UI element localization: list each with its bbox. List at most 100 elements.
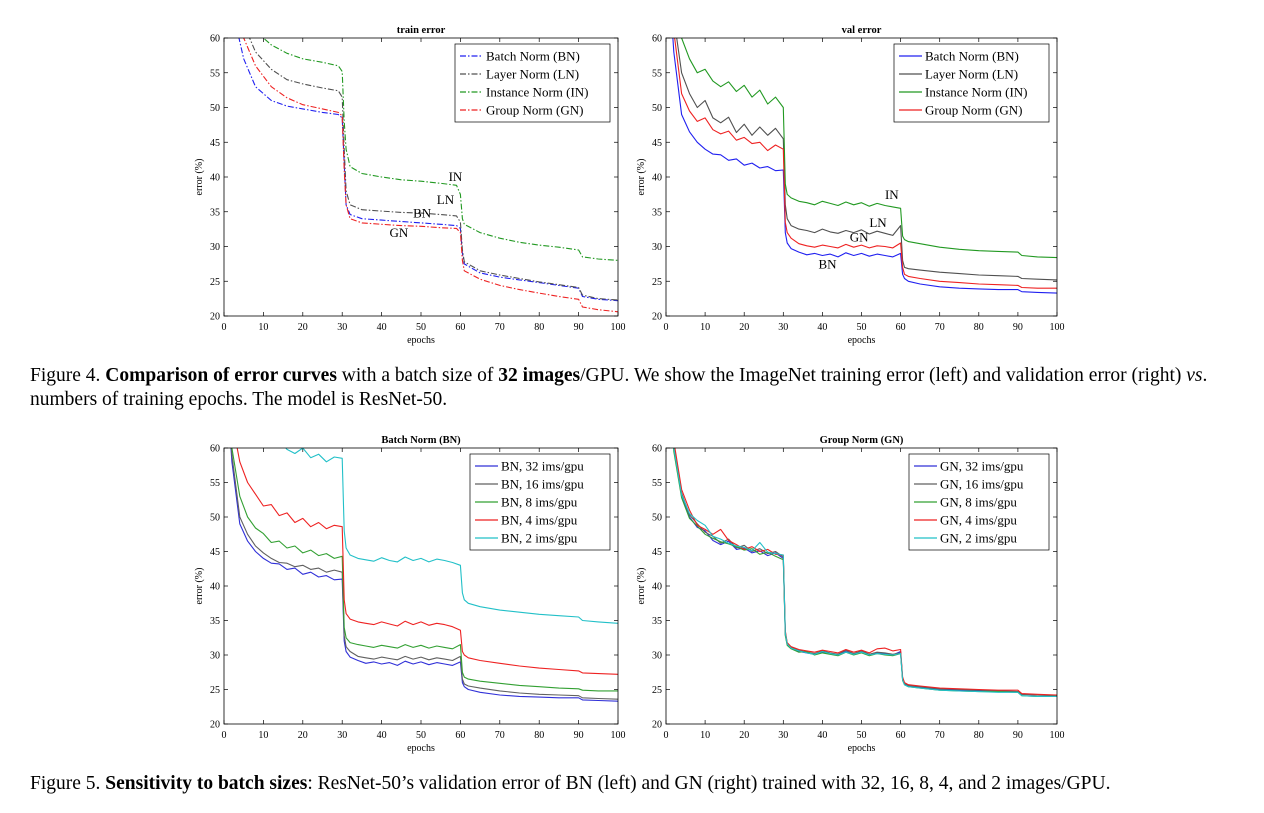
chart-1: val error 0 10 20 30 40 50 60 70 80 90 100 20 25 30 35 4… — [636, 25, 1065, 346]
legend-box — [454, 43, 611, 123]
y-axis-label: error (%) — [636, 568, 647, 605]
chart-title: Batch Norm (BN) — [381, 435, 461, 446]
y-tick-label: 30 — [652, 242, 662, 253]
legend-entry: Batch Norm (BN) — [486, 49, 580, 64]
y-tick-label: 25 — [652, 277, 662, 288]
x-tick-label: 70 — [495, 322, 505, 333]
curve-label-gn: GN — [389, 225, 408, 240]
legend-entry: GN, 8 ims/gpu — [940, 495, 1017, 510]
series-line-ln — [249, 38, 618, 301]
x-tick-label: 80 — [974, 322, 984, 333]
y-tick-label: 45 — [652, 138, 662, 149]
x-tick-label: 90 — [574, 322, 584, 333]
y-tick-label: 35 — [210, 207, 220, 218]
y-tick-label: 50 — [210, 513, 220, 524]
y-axis-label: error (%) — [194, 568, 205, 605]
series-line-bn — [238, 38, 618, 302]
legend-box — [893, 43, 1050, 123]
series-line-in — [681, 38, 1057, 259]
x-tick-label: 20 — [739, 322, 749, 333]
y-tick-label: 20 — [210, 312, 220, 323]
x-tick-label: 60 — [896, 730, 906, 741]
x-tick-label: 50 — [857, 730, 867, 741]
curve-label-ln: LN — [437, 192, 455, 207]
curve-label-gn: GN — [850, 230, 869, 245]
x-tick-label: 50 — [416, 730, 426, 741]
legend-entry: Batch Norm (BN) — [925, 49, 1019, 64]
y-tick-label: 55 — [652, 68, 662, 79]
legend-entry: Instance Norm (IN) — [925, 85, 1028, 100]
y-tick-label: 30 — [652, 651, 662, 662]
x-tick-label: 30 — [778, 730, 788, 741]
y-tick-label: 40 — [210, 173, 220, 184]
chart-2: Batch Norm (BN) 0 10 20 30 40 50 60 70 80 90 100 20 2… — [194, 435, 626, 754]
y-tick-label: 20 — [652, 720, 662, 731]
x-tick-label: 10 — [258, 730, 268, 741]
x-tick-label: 100 — [611, 730, 626, 741]
plot-frame — [223, 447, 619, 725]
legend: BN, 32 ims/gpu BN, 16 ims/gpu BN, 8 ims/gp… — [469, 453, 611, 551]
x-tick-label: 30 — [337, 730, 347, 741]
x-tick-label: 80 — [534, 322, 544, 333]
x-tick-label: 50 — [416, 322, 426, 333]
legend-entry: GN, 2 ims/gpu — [940, 531, 1017, 546]
fig4-caption-mid-1: with a batch size of — [336, 365, 499, 386]
series-line-b4 — [236, 448, 618, 675]
fig4-caption-bold-2: 32 images — [498, 365, 581, 386]
legend-entry: GN, 32 ims/gpu — [940, 459, 1024, 474]
curve-label-ln: LN — [869, 215, 887, 230]
y-tick-label: 20 — [652, 312, 662, 323]
legend: Batch Norm (BN) Layer Norm (LN) Instance N… — [893, 43, 1050, 123]
fig4-caption-suffix: . numbers of training epochs. The model … — [30, 365, 1208, 410]
y-tick-label: 55 — [210, 478, 220, 489]
x-tick-label: 80 — [974, 730, 984, 741]
x-axis-label: epochs — [407, 743, 435, 754]
curve-label-bn: BN — [413, 205, 432, 220]
curve-label-in: IN — [885, 187, 899, 202]
legend-entry: BN, 16 ims/gpu — [501, 477, 584, 492]
plot-frame — [665, 37, 1058, 317]
chart-title: Group Norm (GN) — [820, 435, 904, 446]
x-axis-label: epochs — [848, 743, 876, 754]
y-tick-label: 55 — [210, 68, 220, 79]
chart-title: val error — [842, 25, 882, 36]
y-tick-label: 40 — [652, 173, 662, 184]
series-line-b32 — [230, 448, 618, 702]
fig5-caption-bold: Sensitivity to batch sizes — [105, 773, 308, 794]
fig4-caption-italic: vs — [1186, 365, 1203, 386]
legend-entry: Instance Norm (IN) — [486, 85, 589, 100]
x-tick-label: 0 — [222, 322, 227, 333]
x-tick-label: 90 — [1013, 322, 1023, 333]
x-tick-label: 10 — [700, 730, 710, 741]
series-line-b16 — [673, 448, 1057, 697]
x-axis-label: epochs — [848, 335, 876, 346]
x-tick-label: 20 — [298, 322, 308, 333]
legend-entry: BN, 32 ims/gpu — [501, 459, 584, 474]
y-tick-label: 20 — [210, 720, 220, 731]
legend-entry: Group Norm (GN) — [925, 103, 1022, 118]
legend-entry: BN, 8 ims/gpu — [501, 495, 578, 510]
x-tick-label: 80 — [534, 730, 544, 741]
x-tick-label: 50 — [857, 322, 867, 333]
x-tick-label: 10 — [258, 322, 268, 333]
x-tick-label: 60 — [455, 322, 465, 333]
chart-0: train error 0 10 20 30 40 50 60 70 80 90 100 20 25 30 3… — [194, 25, 626, 346]
x-tick-label: 70 — [935, 322, 945, 333]
y-tick-label: 60 — [210, 34, 220, 45]
y-tick-label: 60 — [652, 34, 662, 45]
figure-4-caption: Figure 4. Comparison of error curves wit… — [30, 364, 1245, 412]
x-tick-label: 0 — [664, 322, 669, 333]
series-line-b2 — [673, 448, 1057, 697]
y-tick-label: 30 — [210, 242, 220, 253]
x-tick-label: 60 — [455, 730, 465, 741]
figure-5-caption: Figure 5. Sensitivity to batch sizes: Re… — [30, 772, 1245, 796]
curve-label-bn: BN — [818, 257, 837, 272]
fig4-caption-bold-1: Comparison of error curves — [105, 365, 337, 386]
legend: GN, 32 ims/gpu GN, 16 ims/gpu GN, 8 ims/gp… — [908, 453, 1050, 551]
x-tick-label: 90 — [574, 730, 584, 741]
y-tick-label: 40 — [210, 582, 220, 593]
y-tick-label: 30 — [210, 651, 220, 662]
legend: Batch Norm (BN) Layer Norm (LN) Instance N… — [454, 43, 611, 123]
x-tick-label: 10 — [700, 322, 710, 333]
